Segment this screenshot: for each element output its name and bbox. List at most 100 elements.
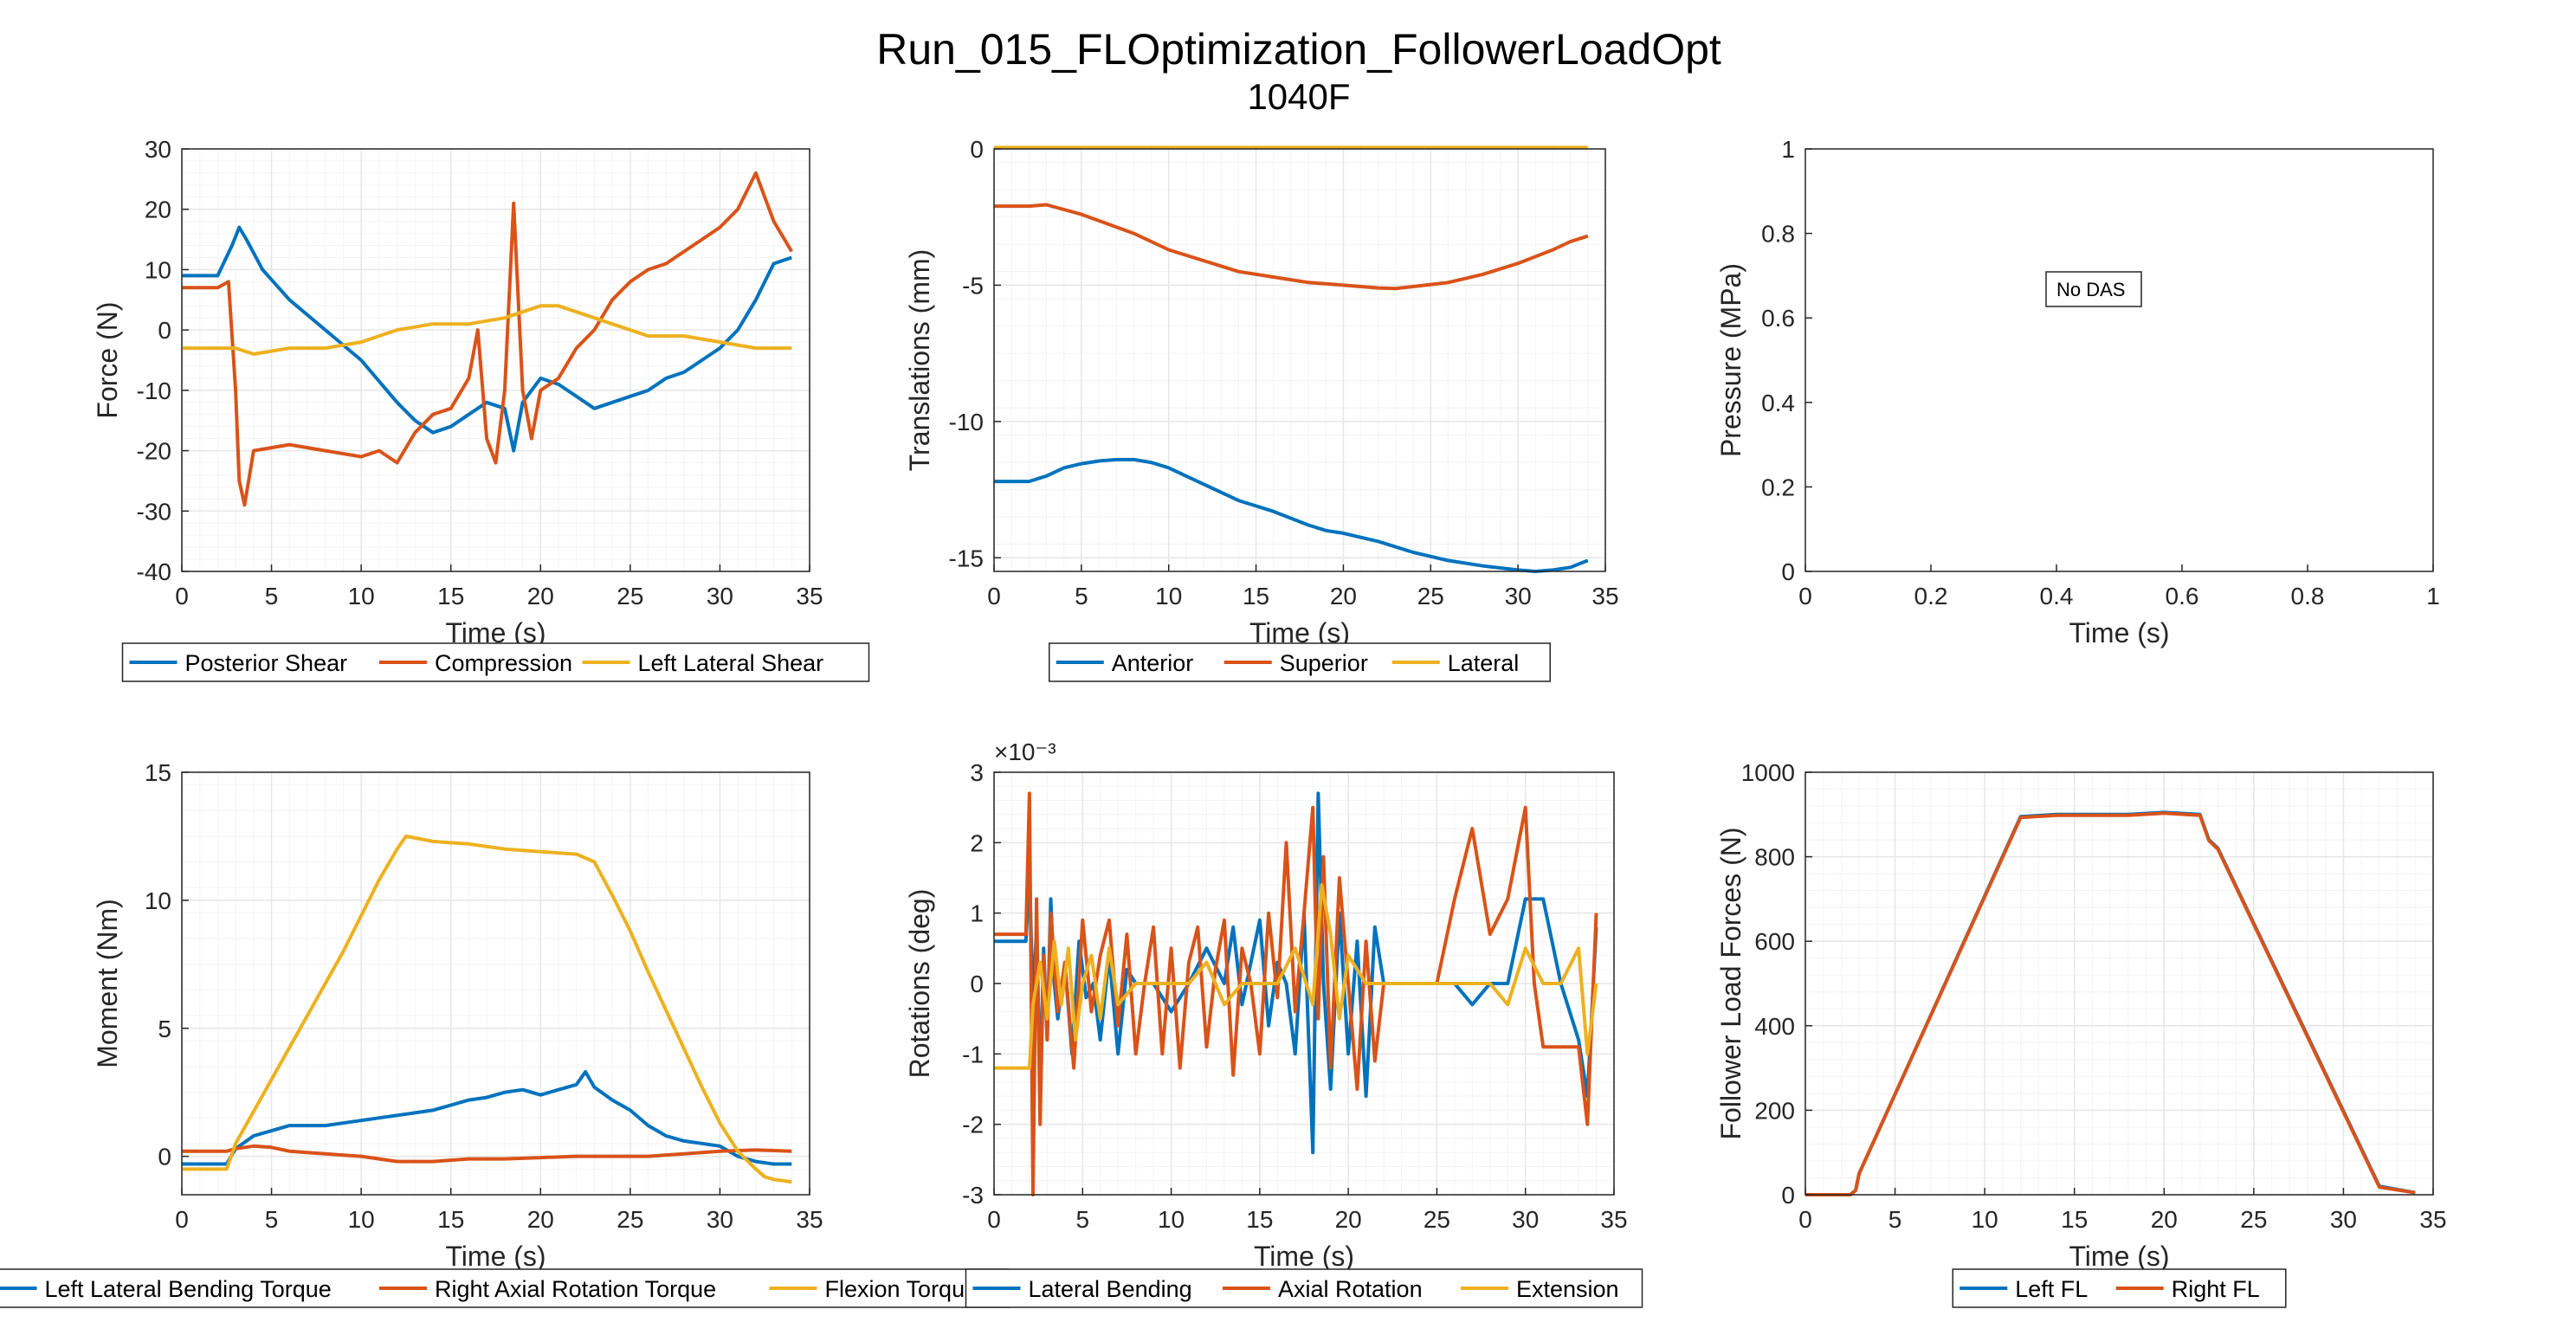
figure-title: Run_015_FLOptimization_FollowerLoadOpt [876,25,1721,74]
x-tick-label: 20 [1335,1206,1362,1233]
x-tick-label: 25 [1424,1206,1450,1233]
x-tick-label: 15 [1246,1206,1273,1233]
legend-label: Left FL [2015,1276,2088,1302]
grid [993,148,1606,572]
subplot-3: 0 0.2 0.4 0.6 0.8 1 0 0.2 0.4 0.6 0.8 1 Time (s) Pres… [1715,136,2440,648]
y-tick-label: 0.4 [1761,390,1795,416]
legend-item: Anterior [1056,650,1193,676]
y-tick-label: 20 [145,197,171,223]
legend-frame [965,1268,1643,1308]
y-tick-label: -1 [962,1041,984,1067]
y-axis-label: Rotations (deg) [904,889,935,1079]
legend: Left Lateral Bending Torque Right Axial R… [0,1268,1010,1308]
x-tick-label: 15 [437,583,464,609]
series-line-extension [994,883,1598,1070]
legend-item: Left Lateral Bending Torque [0,1276,332,1302]
y-axis-label: Translations (mm) [904,249,935,472]
x-tick-label: 20 [1330,583,1357,609]
grid [181,771,810,1196]
grid [181,148,810,572]
legend-label: Lateral [1448,650,1520,676]
legend-item: Flexion Torque [769,1276,978,1302]
legend-item: Compression [379,650,572,676]
legend-label: Flexion Torque [825,1276,978,1302]
x-tick-label: 0 [987,583,1001,609]
x-tick-label: 35 [2419,1206,2446,1233]
x-tick-label: 35 [1591,583,1618,609]
x-tick-label: 10 [1158,1206,1185,1233]
y-tick-label: 0.2 [1761,474,1795,500]
x-tick-label: 10 [1155,583,1182,609]
y-tick-label: 400 [1754,1013,1795,1040]
legend-item: Lateral [1391,650,1520,676]
x-tick-label: 20 [527,1206,554,1233]
y-tick-label: 0 [1781,1182,1795,1209]
x-tick-label: 25 [617,583,643,609]
y-tick-label: 10 [145,887,171,914]
grid [1804,771,2434,1196]
axes-box [993,148,1606,572]
legend-frame [121,642,870,682]
y-tick-label: 3 [970,759,984,786]
y-tick-label: -15 [949,545,984,571]
x-tick-label: 25 [617,1206,643,1233]
y-axis-label: Force (N) [92,301,123,418]
axes-box [181,148,810,572]
axes-box [1804,771,2434,1196]
x-tick-label: 0.4 [2040,583,2074,609]
x-tick-label: 30 [1505,583,1532,609]
y-tick-label: 800 [1754,844,1795,871]
series-line-compression [182,171,794,507]
y-tick-label: 0 [1781,558,1795,585]
y-tick-label: -10 [137,377,171,404]
y-tick-label: -3 [962,1182,984,1209]
x-tick-label: 10 [348,583,375,609]
x-tick-label: 0.2 [1914,583,1948,609]
series-line-posterior-shear [182,225,792,453]
legend-frame [0,1268,1010,1308]
x-tick-label: 10 [348,1206,375,1233]
y-tick-label: -2 [962,1112,984,1138]
y-tick-label: 200 [1754,1097,1795,1124]
legend-label: Right Axial Rotation Torque [435,1276,716,1302]
y-tick-label: 1 [1781,136,1795,163]
x-tick-label: 30 [707,1206,733,1233]
legend: Posterior Shear Compression Left Lateral S… [121,642,870,682]
series-line-right-axial-rotation-torque [182,1144,792,1164]
x-tick-label: 0 [987,1206,1001,1233]
x-tick-label: 0 [1798,583,1812,609]
y-tick-label: 0 [158,317,171,344]
series-line-axial-rotation [994,791,1598,1196]
x-tick-label: 5 [265,1206,279,1233]
y-tick-label: 0 [970,971,984,997]
x-tick-label: 0.8 [2291,583,2325,609]
y-axis-label: Pressure (MPa) [1715,263,1746,457]
x-axis-label: Time (s) [1254,1241,1354,1272]
x-tick-label: 5 [1075,583,1088,609]
legend-item: Right FL [2115,1276,2260,1302]
x-tick-label: 20 [2151,1206,2178,1233]
x-tick-label: 5 [265,583,279,609]
legend-label: Left Lateral Bending Torque [45,1276,332,1302]
subplot-6: 0 5 10 15 20 25 30 35 0 200 400 600 800 1000 Time (s) F… [1715,759,2447,1308]
legend: Left FL Right FL [1952,1268,2287,1308]
x-tick-label: 0 [175,583,189,609]
legend-label: Axial Rotation [1278,1276,1423,1302]
x-tick-label: 15 [2061,1206,2088,1233]
legend-item: Posterior Shear [129,650,347,676]
series-line-left-lateral-shear [182,304,792,356]
y-tick-label: 0.8 [1761,221,1795,248]
x-axis-label: Time (s) [2069,617,2169,648]
x-tick-label: 5 [1075,1206,1089,1233]
x-tick-label: 15 [1243,583,1269,609]
legend-item: Extension [1461,1276,1619,1302]
y-tick-label: 600 [1754,928,1795,955]
y-tick-label: -20 [137,438,171,465]
x-tick-label: 20 [527,583,554,609]
axes-box [1804,148,2434,572]
x-tick-label: 35 [796,583,823,609]
legend-label: Extension [1516,1276,1619,1302]
axes-box [181,771,810,1196]
x-tick-label: 30 [1512,1206,1539,1233]
